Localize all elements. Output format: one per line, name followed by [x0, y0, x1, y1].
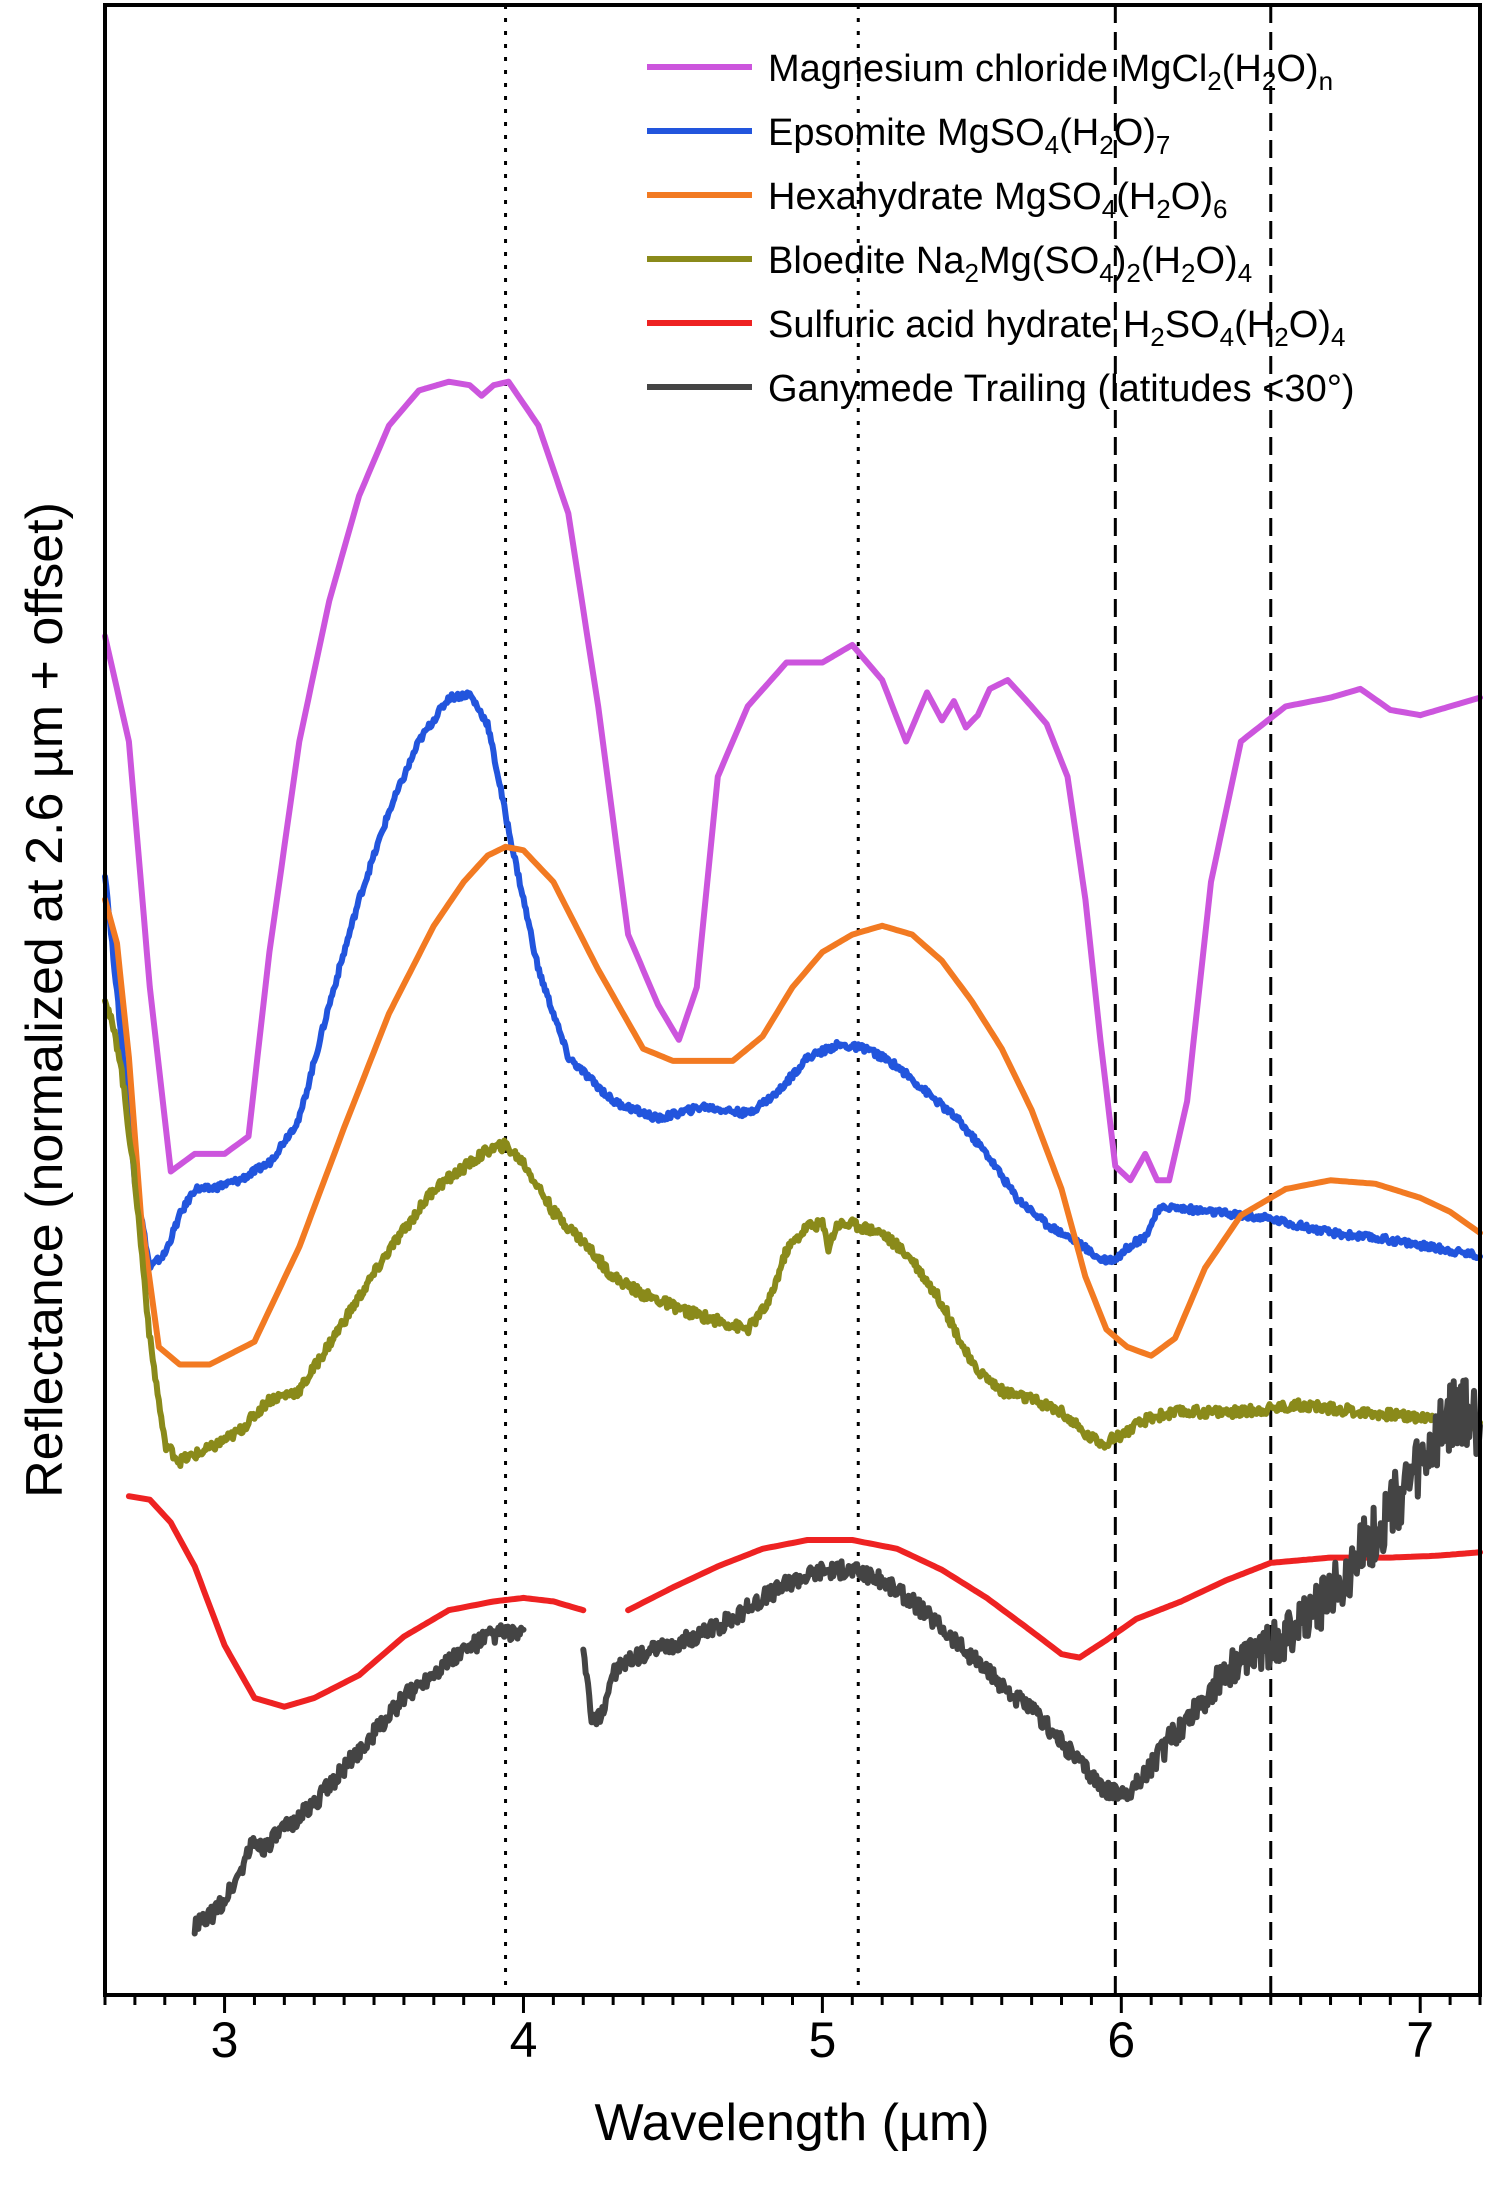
legend-text-part: O): [1289, 304, 1331, 346]
legend-entry: Magnesium chloride MgCl2(H2O)n: [768, 48, 1333, 96]
y-axis-label: Reflectance (normalized at 2.6 µm + offs…: [16, 502, 74, 1498]
legend-text-part: Epsomite MgSO: [768, 112, 1045, 154]
legend-text-part: O): [1114, 112, 1156, 154]
legend-text-part: Bloedite Na: [768, 240, 965, 282]
legend-subscript: 4: [1045, 130, 1059, 160]
series-line: [102, 689, 1483, 1271]
legend-entry: Sulfuric acid hydrate H2SO4(H2O)4: [768, 304, 1345, 352]
legend-subscript: 4: [1238, 258, 1252, 288]
legend-text-part: Sulfuric acid hydrate H: [768, 304, 1150, 346]
legend-subscript: 4: [1099, 258, 1113, 288]
series-line: [580, 1377, 1483, 1803]
x-tick-label-6: 6: [1107, 2012, 1135, 2068]
x-tick-label-7: 7: [1406, 2012, 1434, 2068]
legend-subscript: 2: [1099, 130, 1113, 160]
series-line: [191, 1622, 527, 1937]
legend-text-part: SO: [1165, 304, 1220, 346]
series-line: [102, 843, 1483, 1368]
series-line: [125, 1493, 587, 1710]
legend-subscript: 2: [1126, 258, 1140, 288]
legend-subscript: n: [1319, 66, 1333, 96]
legend-text-part: (H: [1234, 304, 1274, 346]
legend-entry: Ganymede Trailing (latitudes <30°): [768, 368, 1355, 410]
legend-entry: Hexahydrate MgSO4(H2O)6: [768, 176, 1227, 224]
x-tick-label-5: 5: [808, 2012, 836, 2068]
series-line: [102, 997, 1483, 1469]
legend-subscript: 2: [1181, 258, 1195, 288]
legend-subscript: 6: [1213, 194, 1227, 224]
legend-subscript: 4: [1220, 322, 1234, 352]
x-tick-label-3: 3: [211, 2012, 239, 2068]
legend-text-part: (H: [1222, 48, 1262, 90]
legend-subscript: 2: [1262, 66, 1276, 96]
legend-text-part: (H: [1116, 176, 1156, 218]
legend-text-part: (H: [1141, 240, 1181, 282]
legend-subscript: 4: [1102, 194, 1116, 224]
legend-entry: Bloedite Na2Mg(SO4)2(H2O)4: [768, 240, 1252, 288]
x-tick-label-4: 4: [510, 2012, 538, 2068]
legend-text-part: ): [1114, 240, 1127, 282]
legend-text-part: Ganymede Trailing (latitudes <30°): [768, 368, 1355, 410]
legend-entry: Epsomite MgSO4(H2O)7: [768, 112, 1170, 160]
series-line: [625, 1537, 1483, 1661]
legend-subscript: 7: [1156, 130, 1170, 160]
legend-text-part: (H: [1059, 112, 1099, 154]
legend-subscript: 2: [964, 258, 978, 288]
legend-text-part: Magnesium chloride MgCl: [768, 48, 1207, 90]
legend-subscript: 2: [1274, 322, 1288, 352]
legend-text-part: Hexahydrate MgSO: [768, 176, 1102, 218]
series-lines: [102, 378, 1483, 1937]
legend-subscript: 2: [1207, 66, 1221, 96]
legend-subscript: 2: [1150, 322, 1164, 352]
legend-subscript: 2: [1156, 194, 1170, 224]
legend-text-part: O): [1171, 176, 1213, 218]
x-axis-ticks: [103, 1995, 1482, 2013]
legend-text-part: O): [1276, 48, 1318, 90]
legend-text-part: O): [1195, 240, 1237, 282]
legend-subscript: 4: [1331, 322, 1345, 352]
series-line: [102, 378, 1483, 1184]
x-axis-label: Wavelength (µm): [594, 2094, 989, 2152]
x-axis-tick-labels: 3 4 5 6 7: [211, 2012, 1434, 2068]
legend-text-part: Mg(SO: [979, 240, 1099, 282]
